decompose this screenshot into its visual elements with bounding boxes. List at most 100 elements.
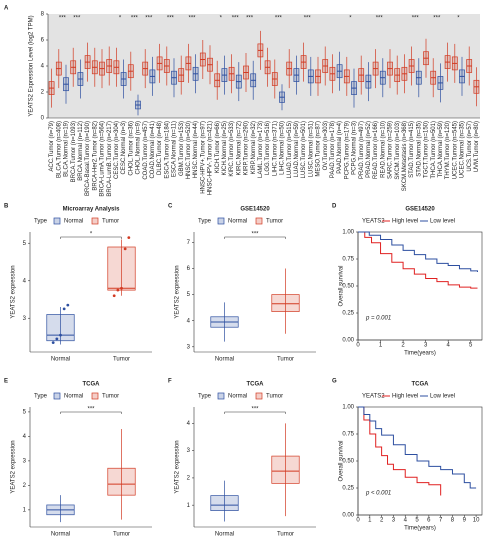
significance: *** bbox=[232, 16, 240, 22]
x-tick-label: HNSC-HPV+.Tumor (n=97) bbox=[200, 121, 206, 194]
x-tick-label: STAD.Normal (n=35) bbox=[416, 121, 422, 177]
x-tick-label: HNSC.Tumor (n=520) bbox=[186, 121, 192, 179]
significance: * bbox=[349, 16, 352, 22]
significance: *** bbox=[376, 16, 384, 22]
x-tick-label: MESO.Tumor (n=87) bbox=[316, 121, 322, 177]
x-tick-label: BRCA.Tumor (n=1093) bbox=[71, 121, 77, 182]
legend-label: Normal bbox=[64, 394, 83, 400]
x-tick-label: BLCA.Tumor (n=408) bbox=[56, 121, 62, 178]
x-tick-label: 4 bbox=[404, 518, 408, 524]
x-tick-label: LUSC.Tumor (n=501) bbox=[301, 121, 307, 178]
legend-label: Normal bbox=[64, 219, 83, 225]
x-tick-label: UCEC.Normal (n=35) bbox=[460, 121, 466, 178]
x-axis-label: Time(years) bbox=[404, 351, 436, 357]
significance-bracket bbox=[60, 236, 122, 239]
x-tick-label: COAD.Tumor (n=457) bbox=[143, 121, 149, 180]
x-tick-label: UVM.Tumor (n=80) bbox=[474, 121, 480, 172]
x-tick-label: BRCA-Her2.Tumor (n=82) bbox=[92, 121, 98, 191]
x-tick-label: PRAD.Normal (n=52) bbox=[366, 121, 372, 178]
y-tick-label: 3 bbox=[23, 458, 27, 464]
significance: *** bbox=[167, 16, 175, 22]
x-tick-label: SARC.Tumor (n=259) bbox=[388, 121, 394, 179]
y-axis-label: YEATS2 expression bbox=[11, 440, 17, 493]
survival-curve bbox=[358, 231, 478, 289]
y-tick-label: 2 bbox=[41, 90, 45, 96]
y-axis-label: Overall survival bbox=[339, 440, 345, 481]
x-tick-label: CESC.Tumor (n=304) bbox=[114, 121, 120, 179]
x-tick-label: KIRP.Normal (n=32) bbox=[251, 121, 257, 174]
x-tick-label: 1 bbox=[368, 518, 372, 524]
x-tick-label: ESCA.Normal (n=11) bbox=[172, 121, 178, 177]
x-tick-label: KICH.Normal (n=25) bbox=[222, 121, 228, 176]
x-tick-label: 10 bbox=[473, 518, 480, 524]
significance: * bbox=[119, 16, 122, 22]
data-point bbox=[123, 247, 127, 251]
x-tick-label: STAD.Tumor (n=415) bbox=[409, 121, 415, 178]
y-tick-label: 4 bbox=[23, 434, 27, 440]
x-tick-label: LAML.Tumor (n=173) bbox=[258, 121, 264, 178]
x-tick-label: 3 bbox=[424, 343, 428, 349]
significance: *** bbox=[251, 407, 259, 413]
legend-swatch bbox=[255, 392, 263, 400]
significance-bracket bbox=[224, 236, 286, 239]
box bbox=[107, 246, 136, 291]
x-tick-label: 2 bbox=[380, 518, 384, 524]
data-point bbox=[120, 286, 123, 290]
significance: *** bbox=[145, 16, 153, 22]
box bbox=[210, 495, 239, 511]
x-tick-label: 0 bbox=[356, 343, 360, 349]
x-tick-label: KIRC.Normal (n=72) bbox=[236, 121, 242, 176]
x-tick-label: PCPG.Tumor (n=179) bbox=[344, 121, 350, 179]
significance: * bbox=[90, 232, 93, 238]
x-tick-label: HNSC-HPV-.Tumor (n=421) bbox=[208, 121, 214, 195]
x-tick-label: THCA.Normal (n=59) bbox=[438, 121, 444, 178]
legend-label: Tumor bbox=[102, 394, 119, 400]
x-tick-label: 2 bbox=[401, 343, 405, 349]
x-tick-label: PRAD.Tumor (n=497) bbox=[359, 121, 365, 179]
significance: * bbox=[457, 16, 460, 22]
x-tick-label: 6 bbox=[427, 518, 431, 524]
legend-swatch bbox=[53, 392, 61, 400]
legend-swatch bbox=[255, 217, 263, 225]
y-tick-label: 4 bbox=[187, 318, 191, 324]
x-tick-label: DLBC.Tumor (n=48) bbox=[157, 121, 163, 175]
x-axis-label: Time(years) bbox=[404, 526, 436, 532]
box bbox=[46, 314, 75, 342]
box bbox=[271, 455, 300, 484]
legend-title: YEATS2 bbox=[362, 219, 385, 225]
x-tick-label: OV.Tumor (n=303) bbox=[323, 121, 329, 170]
y-axis-label: YEATS2 Expression Level (log2 TPM) bbox=[29, 15, 35, 116]
legend-label: High level bbox=[392, 219, 418, 225]
panel-letter: A bbox=[4, 6, 9, 12]
y-tick-label: 4 bbox=[187, 421, 191, 427]
y-tick-label: 4 bbox=[23, 278, 27, 284]
y-axis-label: YEATS2 expression bbox=[175, 440, 181, 493]
panel-letter: D bbox=[332, 204, 337, 210]
legend-label: Low level bbox=[430, 394, 455, 400]
y-tick-label: 1 bbox=[187, 503, 191, 509]
x-tick-label: BRCA.Normal (n=112) bbox=[78, 121, 84, 181]
x-tick-label: LGG.Tumor (n=516) bbox=[265, 121, 271, 175]
legend-label: Tumor bbox=[266, 394, 283, 400]
x-tick-label: LIHC.Normal (n=50) bbox=[280, 121, 286, 175]
x-tick-label: 1 bbox=[379, 343, 383, 349]
y-tick-label: 0.50 bbox=[342, 459, 354, 465]
panel-title: TCGA bbox=[412, 382, 430, 388]
panel-title: GSE14520 bbox=[405, 207, 435, 213]
y-tick-label: 0.25 bbox=[342, 311, 354, 317]
x-tick-label: Tumor bbox=[277, 532, 294, 538]
x-tick-label: 9 bbox=[463, 518, 467, 524]
x-tick-label: SKCM.Metastasis (n=368) bbox=[402, 121, 408, 191]
x-tick-label: Tumor bbox=[113, 532, 130, 538]
survival-curve bbox=[358, 231, 478, 272]
x-tick-label: COAD.Normal (n=41) bbox=[150, 121, 156, 179]
panel-letter: E bbox=[4, 379, 8, 385]
data-point bbox=[62, 307, 66, 311]
x-tick-label: READ.Tumor (n=166) bbox=[373, 121, 379, 179]
y-tick-label: 1.00 bbox=[342, 230, 354, 236]
y-tick-label: 8 bbox=[41, 12, 45, 18]
legend-title: Type bbox=[34, 219, 48, 225]
survival-curve bbox=[358, 406, 442, 496]
legend-title: YEATS2 bbox=[362, 394, 385, 400]
